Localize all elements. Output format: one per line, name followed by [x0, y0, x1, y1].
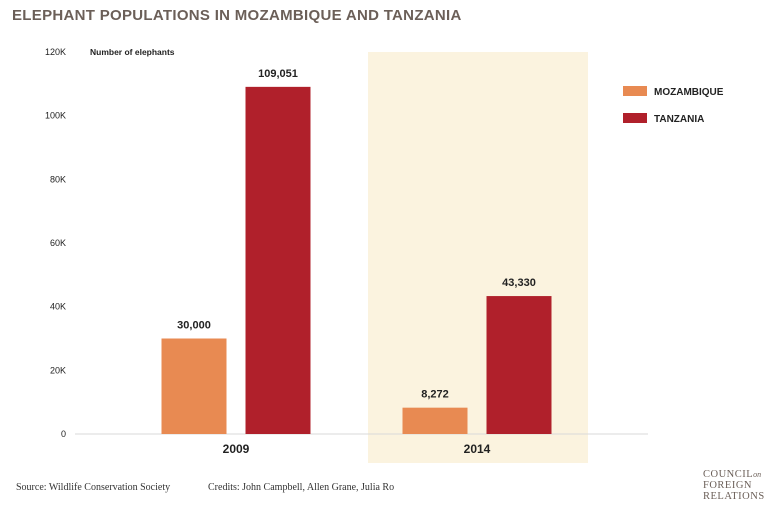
data-label: 43,330 — [502, 277, 536, 289]
y-tick-label: 100K — [45, 111, 66, 121]
chart-title: ELEPHANT POPULATIONS IN MOZAMBIQUE AND T… — [12, 7, 462, 24]
x-tick-label: 2009 — [223, 442, 250, 456]
y-tick-label: 0 — [61, 429, 66, 439]
x-tick-label: 2014 — [464, 442, 491, 456]
y-tick-label: 80K — [50, 174, 66, 184]
legend-swatch-mozambique — [623, 86, 647, 96]
highlight-band — [368, 52, 588, 463]
logo-line2: FOREIGN — [703, 480, 753, 491]
data-label: 30,000 — [177, 320, 211, 332]
data-label: 109,051 — [258, 68, 298, 80]
credits-note: Credits: John Campbell, Allen Grane, Jul… — [208, 482, 395, 493]
source-note: Source: Wildlife Conservation Society — [16, 482, 171, 493]
bar-mozambique-2009 — [161, 338, 227, 434]
legend-swatch-tanzania — [623, 113, 647, 123]
y-tick-label: 40K — [50, 302, 66, 312]
bar-mozambique-2014 — [402, 407, 468, 434]
bar-tanzania-2014 — [486, 296, 552, 434]
cfr-logo: COUNCILon FOREIGN RELATIONS — [703, 469, 765, 502]
logo-line1: COUNCIL — [703, 469, 754, 480]
y-tick-label: 20K — [50, 365, 66, 375]
legend-label: TANZANIA — [654, 114, 704, 125]
y-tick-label: 60K — [50, 238, 66, 248]
data-label: 8,272 — [421, 389, 449, 401]
y-tick-label: 120K — [45, 47, 66, 57]
logo-line3: RELATIONS — [703, 491, 765, 502]
logo-line1-suffix: on — [753, 470, 762, 479]
legend-label: MOZAMBIQUE — [654, 87, 724, 98]
y-axis-label: Number of elephants — [90, 47, 175, 57]
bar-tanzania-2009 — [245, 86, 311, 435]
